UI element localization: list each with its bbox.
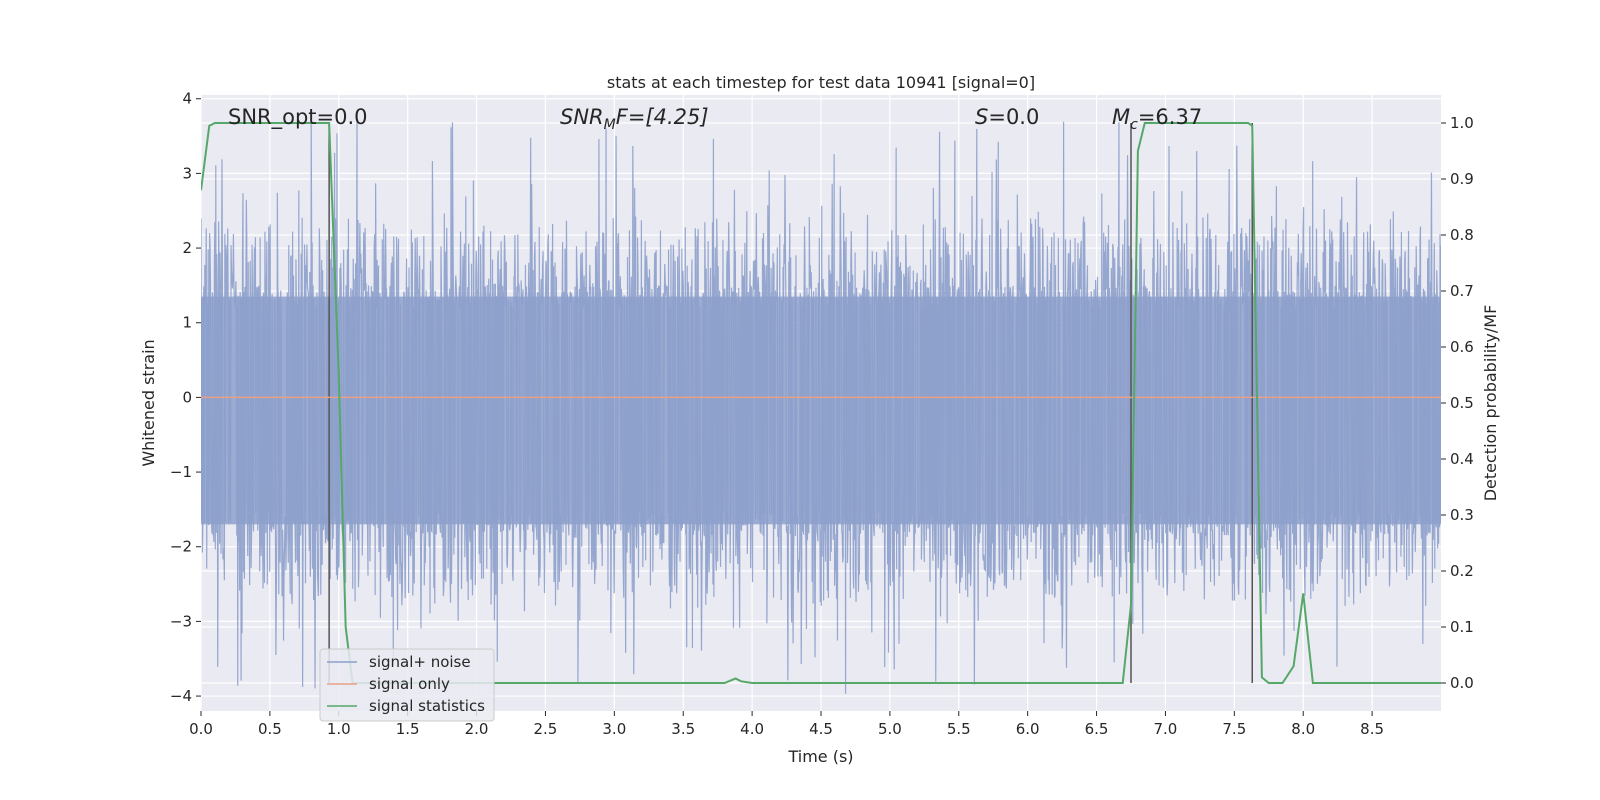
y-axis-ticks: 4 3 2 1 0 −1 −2 −3 −4: [170, 90, 201, 705]
y-axis-label: Whitened strain: [139, 339, 158, 466]
x-axis-ticks: 0.0 0.5 1.0 1.5 2.0 2.5 3.0 3.5 4.0 4.5 5.0 5.5 6.0 6…: [189, 711, 1384, 738]
legend-box: [319, 648, 495, 722]
x-tick-label-4: 2.0: [465, 720, 489, 738]
y2-tick-label-2: 0.8: [1450, 226, 1474, 244]
y-tick-label-6: −2: [170, 538, 192, 556]
y2-axis-label: Detection probability/MF: [1481, 305, 1500, 502]
series-signal-noise: [201, 121, 1441, 694]
x-tick-label-8: 4.0: [740, 720, 764, 738]
x-tick-label-13: 6.5: [1085, 720, 1109, 738]
y-tick-label-5: −1: [170, 463, 192, 481]
annotation-s: S=0.0: [975, 105, 1039, 129]
x-tick-label-11: 5.5: [947, 720, 971, 738]
x-tick-label-12: 6.0: [1016, 720, 1040, 738]
y2-axis-ticks: 1.0 0.9 0.8 0.7 0.6 0.5 0.4 0.3 0.2 0.1 0.0: [1441, 114, 1474, 692]
y2-tick-label-4: 0.6: [1450, 338, 1474, 356]
x-tick-label-6: 3.0: [602, 720, 626, 738]
y2-tick-label-10: 0.0: [1450, 674, 1474, 692]
y2-tick-label-1: 0.9: [1450, 170, 1474, 188]
x-tick-label-2: 1.0: [327, 720, 351, 738]
x-tick-label-1: 0.5: [258, 720, 282, 738]
noise-trace: [201, 121, 1441, 694]
series-signal-statistics: [201, 122, 1441, 684]
x-tick-label-14: 7.0: [1154, 720, 1178, 738]
y-tick-label-3: 1: [182, 314, 192, 332]
legend-label-signal-only: signal only: [369, 675, 450, 693]
y2-tick-label-6: 0.4: [1450, 450, 1474, 468]
x-tick-label-7: 3.5: [671, 720, 695, 738]
x-axis-label: Time (s): [787, 747, 853, 766]
annotation-snr-mf: SNRMF=[4.25]: [560, 105, 709, 133]
x-tick-label-3: 1.5: [396, 720, 420, 738]
legend-label-signal-noise: signal+ noise: [369, 653, 471, 671]
y-tick-label-7: −3: [170, 612, 192, 630]
y2-tick-label-8: 0.2: [1450, 562, 1474, 580]
y2-tick-label-3: 0.7: [1450, 282, 1474, 300]
legend-label-signal-statistics: signal statistics: [369, 697, 485, 715]
y2-tick-label-5: 0.5: [1450, 394, 1474, 412]
x-tick-label-16: 8.0: [1291, 720, 1315, 738]
y-tick-label-0: 4: [182, 90, 192, 108]
x-tick-label-10: 5.0: [878, 720, 902, 738]
x-tick-label-5: 2.5: [534, 720, 558, 738]
annotation-snr-opt: SNR_opt=0.0: [228, 105, 368, 130]
signal-statistics-line: [201, 122, 1441, 684]
x-tick-label-9: 4.5: [809, 720, 833, 738]
y-tick-label-4: 0: [182, 388, 192, 406]
y-tick-label-2: 2: [182, 239, 192, 257]
x-tick-label-17: 8.5: [1360, 720, 1384, 738]
x-tick-label-15: 7.5: [1222, 720, 1246, 738]
chart-title: stats at each timestep for test data 109…: [607, 73, 1035, 92]
x-tick-label-0: 0.0: [189, 720, 213, 738]
annotation-mc: Mc=6.37: [1112, 105, 1202, 133]
y-tick-label-1: 3: [182, 164, 192, 182]
legend: signal+ noise signal only signal statist…: [319, 648, 495, 722]
y2-tick-label-9: 0.1: [1450, 618, 1474, 636]
y-tick-label-8: −4: [170, 687, 192, 705]
y2-tick-label-7: 0.3: [1450, 506, 1474, 524]
y2-tick-label-0: 1.0: [1450, 114, 1474, 132]
